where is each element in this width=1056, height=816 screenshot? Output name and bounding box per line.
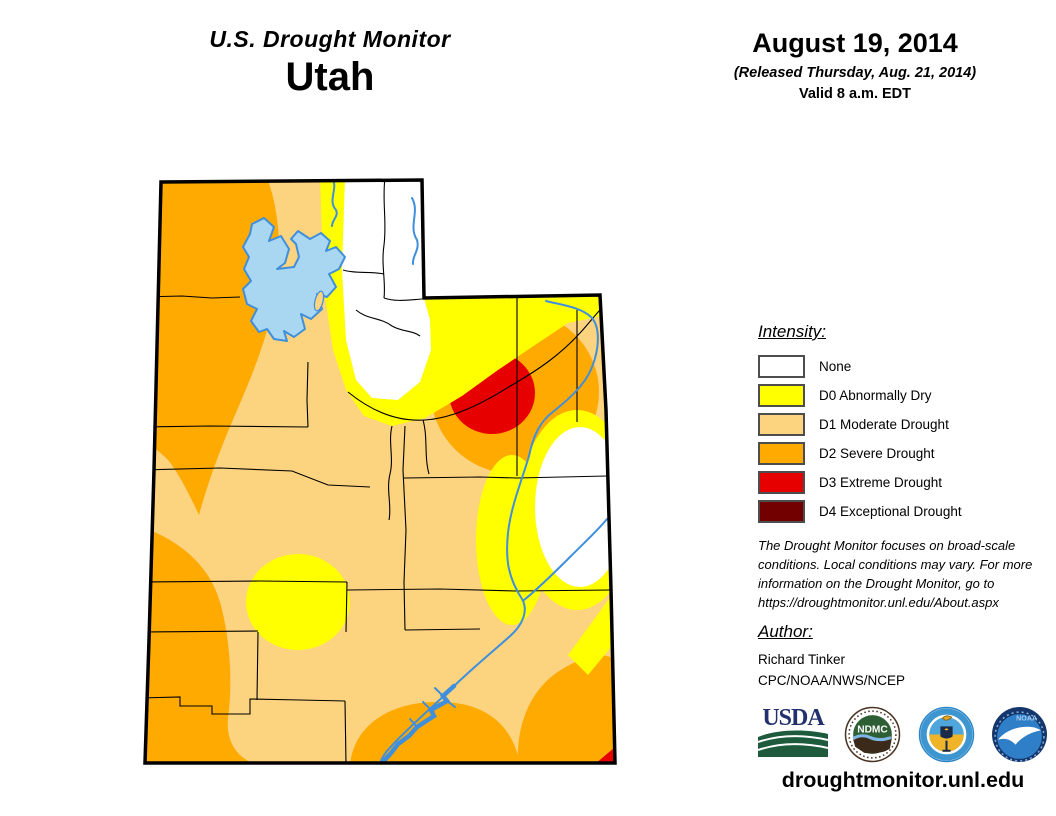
swatch-none xyxy=(758,355,805,378)
usda-wordmark: USDA xyxy=(762,705,824,731)
region-d0-southeast-wedge xyxy=(568,588,615,675)
author-block: Author: Richard Tinker CPC/NOAA/NWS/NCEP xyxy=(758,622,1054,688)
county-borders xyxy=(145,180,611,763)
agency-logos: USDA NDMC NOAA xyxy=(757,705,1048,763)
great-salt-lake xyxy=(242,217,346,342)
swatch-d3 xyxy=(758,471,805,494)
legend-item-d1: D1 Moderate Drought xyxy=(758,410,1056,439)
commerce-seal-logo xyxy=(918,706,974,763)
released-date: (Released Thursday, Aug. 21, 2014) xyxy=(733,65,977,81)
lake-powell xyxy=(380,683,457,763)
region-d3-corner xyxy=(595,748,614,763)
region-none-east xyxy=(535,427,615,587)
swatch-d4 xyxy=(758,500,805,523)
legend-item-d3: D3 Extreme Drought xyxy=(758,468,1056,497)
header-right: August 19, 2014 (Released Thursday, Aug.… xyxy=(700,28,1010,102)
weber-river xyxy=(411,197,419,265)
rivers xyxy=(331,180,608,763)
region-title: Utah xyxy=(285,55,375,99)
author-org: CPC/NOAA/NWS/NCEP xyxy=(758,673,906,688)
legend-label: D0 Abnormally Dry xyxy=(819,388,932,403)
legend-label: D1 Moderate Drought xyxy=(819,417,949,432)
legend-item-d0: D0 Abnormally Dry xyxy=(758,381,1056,410)
usda-logo: USDA xyxy=(757,705,829,762)
header-left: U.S. Drought Monitor Utah xyxy=(130,26,530,100)
region-d0-center-west xyxy=(246,554,350,650)
legend-item-none: None xyxy=(758,352,1056,381)
swatch-d0 xyxy=(758,384,805,407)
swatch-d1 xyxy=(758,413,805,436)
legend-label: D4 Exceptional Drought xyxy=(819,504,962,519)
legend-label: None xyxy=(819,359,852,374)
noaa-wordmark: NOAA xyxy=(1016,714,1037,722)
legend-item-d4: D4 Exceptional Drought xyxy=(758,497,1056,526)
region-d2-southeast xyxy=(517,655,615,763)
bear-river xyxy=(331,180,338,227)
legend-label: D2 Severe Drought xyxy=(819,446,935,461)
swatch-d2 xyxy=(758,442,805,465)
legend-heading: Intensity: xyxy=(758,322,827,341)
author-heading: Author: xyxy=(758,622,813,641)
legend-item-d2: D2 Severe Drought xyxy=(758,439,1056,468)
colorado-river xyxy=(523,518,608,601)
utah-drought-map xyxy=(143,178,617,765)
antelope-island xyxy=(313,290,325,312)
ndmc-logo: NDMC xyxy=(845,706,901,763)
state-outline xyxy=(143,178,617,765)
ndmc-wordmark: NDMC xyxy=(858,724,889,735)
region-d2-southwest xyxy=(145,530,252,763)
page-title: U.S. Drought Monitor xyxy=(209,26,451,52)
intensity-legend: Intensity: None D0 Abnormally Dry D1 Mod… xyxy=(758,322,1056,526)
site-url: droughtmonitor.unl.edu xyxy=(781,768,1025,792)
region-none-north xyxy=(342,180,431,400)
valid-time: Valid 8 a.m. EDT xyxy=(798,86,911,102)
legend-label: D3 Extreme Drought xyxy=(819,475,943,490)
usda-field-icon xyxy=(757,730,829,757)
noaa-logo: NOAA xyxy=(992,707,1047,762)
author-name: Richard Tinker xyxy=(758,652,846,667)
disclaimer-text: The Drought Monitor focuses on broad-sca… xyxy=(758,538,1033,610)
map-date: August 19, 2014 xyxy=(752,28,958,58)
